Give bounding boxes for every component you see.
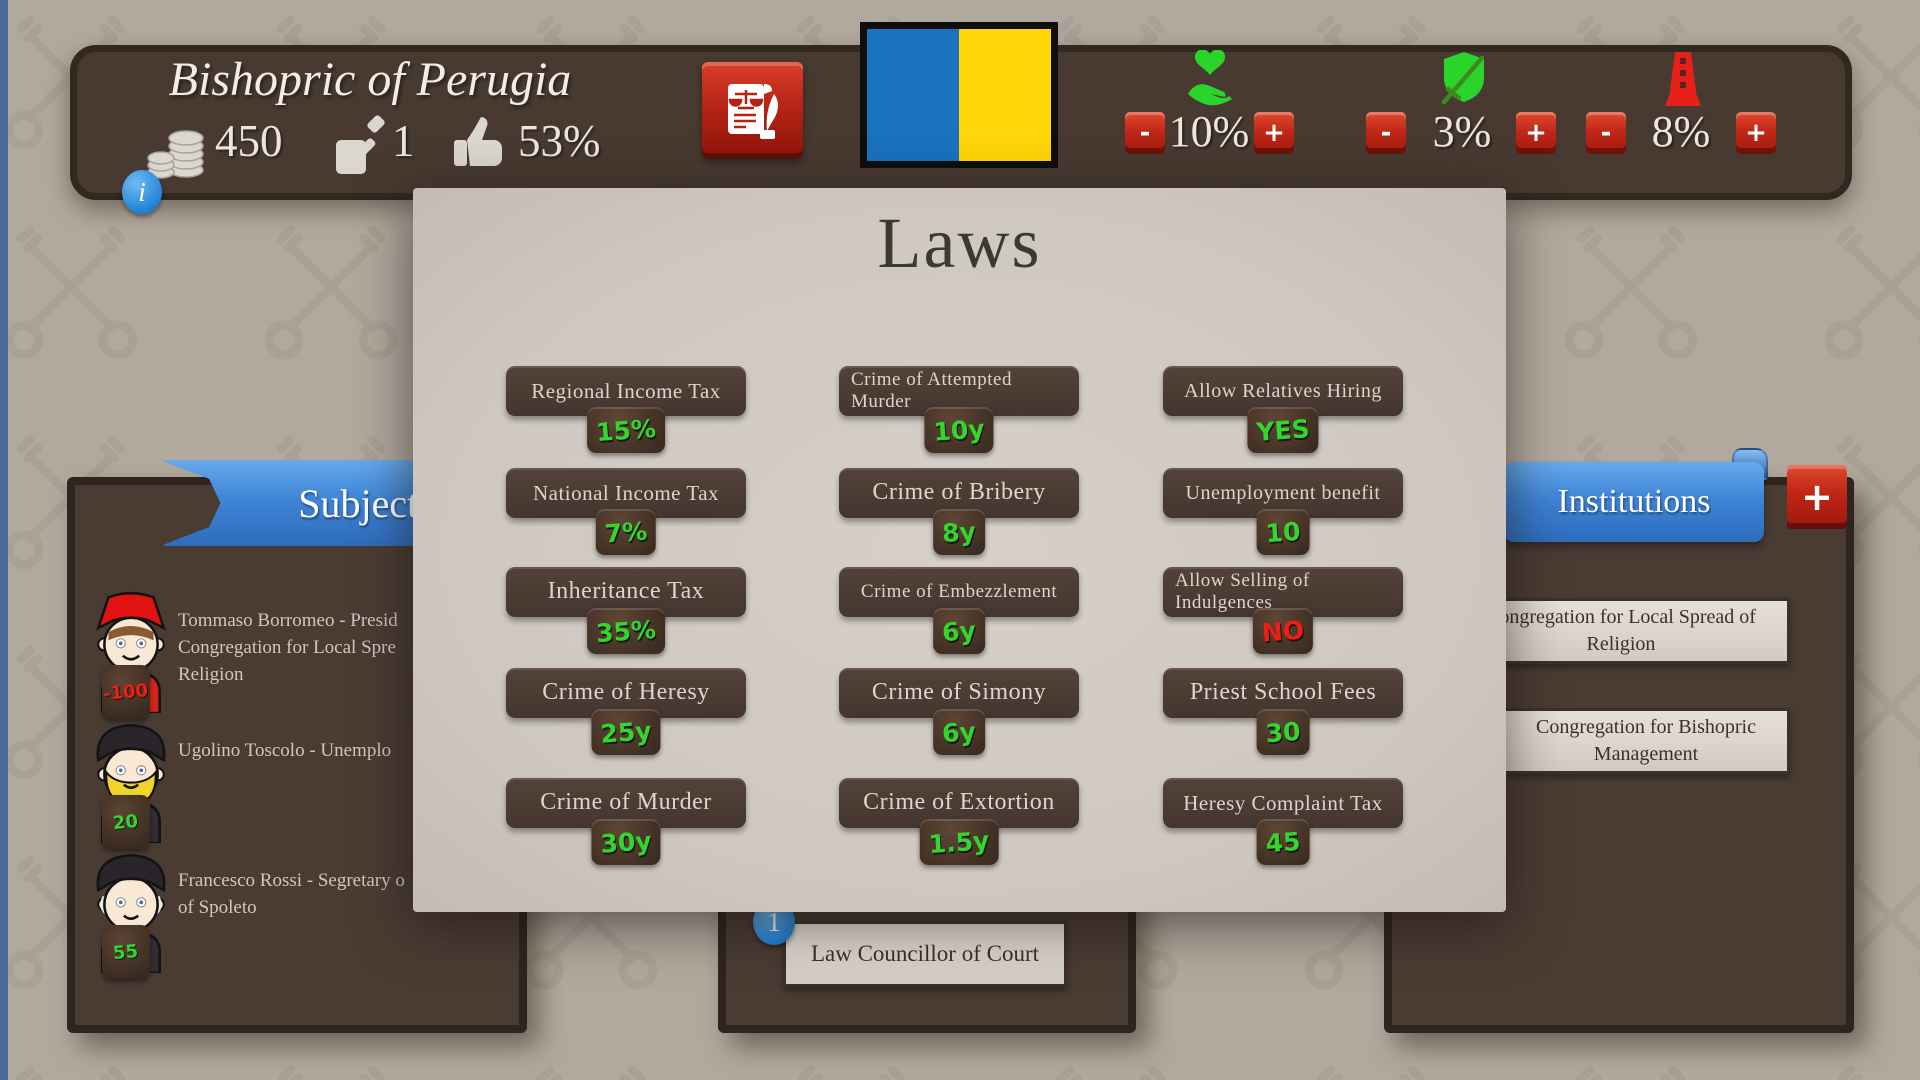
law-heresy-complaint-tax[interactable]: Heresy Complaint Tax [1163,778,1403,828]
institution-congregation-bishopric-management[interactable]: Congregation for Bishopric Management [1502,708,1790,774]
opinion-badge: 55 [102,925,150,979]
institution-congregation-local-spread[interactable]: Congregation for Local Spread of Religio… [1452,598,1790,664]
approval-percent: 53% [518,116,601,166]
stat2-increase-button[interactable]: + [1516,112,1556,154]
law-crime-of-bribery[interactable]: Crime of Bribery [839,468,1079,518]
add-institution-button[interactable]: + [1787,465,1847,529]
law-value-badge: 8y [933,509,985,555]
heart-hand-icon [1188,50,1232,106]
signatures-count: 1 [392,116,415,166]
stat1-value: 10% [1168,107,1250,156]
subject-row-tommaso[interactable]: -100 Tommaso Borromeo - Presid Congregat… [90,585,520,719]
law-councillor-button[interactable]: Law Councillor of Court [783,921,1067,987]
institutions-banner: Institutions [1504,462,1764,542]
subject-description: Tommaso Borromeo - Presid Congregation f… [178,610,398,685]
opinion-badge: -100 [102,665,150,719]
scales-scroll-icon [727,84,778,139]
law-value-badge: 35% [587,608,665,654]
law-value-badge: 15% [587,407,665,453]
gold-amount: 450 [215,116,283,166]
law-value-badge: NO [1252,608,1314,654]
law-value-badge: 25y [591,709,661,755]
thumbs-up-icon [454,117,502,166]
shield-sword-icon [1441,52,1485,105]
court-count-badge[interactable]: 1 [753,899,795,945]
law-value-badge: YES [1247,407,1319,453]
subjects-title: Subjects [298,480,434,526]
law-value-badge: 30y [591,819,661,865]
law-allow-selling-of-indulgences[interactable]: Allow Selling of Indulgences [1163,567,1403,617]
institutions-title: Institutions [1557,483,1711,520]
laws-modal: Laws Regional Income Tax 15% National In… [413,188,1506,912]
subject-description: Francesco Rossi - Segretary o of Spoleto [178,870,405,918]
law-value-badge: 7% [595,509,657,555]
law-value-badge: 1.5y [919,819,999,865]
realm-flag[interactable] [860,22,1058,168]
tower-icon [1665,52,1701,106]
law-value-badge: 30 [1256,709,1310,755]
stat2-decrease-button[interactable]: - [1366,112,1406,154]
stat1-decrease-button[interactable]: - [1125,112,1165,154]
stat3-decrease-button[interactable]: - [1586,112,1626,154]
stat3-increase-button[interactable]: + [1736,112,1776,154]
stat1-increase-button[interactable]: + [1254,112,1294,154]
law-value-badge: 10y [924,407,994,453]
screen-edge-strip [0,0,8,1080]
law-value-badge: 6y [933,608,985,654]
subject-row-ugolino[interactable]: 20 Ugolino Toscolo - Unemplo [90,715,520,849]
stat2-value: 3% [1432,107,1492,156]
law-value-badge: 6y [933,709,985,755]
law-value-badge: 45 [1256,819,1310,865]
info-icon[interactable]: i [122,170,162,214]
law-allow-relatives-hiring[interactable]: Allow Relatives Hiring [1163,366,1403,416]
stat3-value: 8% [1651,107,1711,156]
subject-description: Ugolino Toscolo - Unemplo [178,740,392,761]
law-value-badge: 10 [1256,509,1310,555]
realm-title: Bishopric of Perugia [168,53,572,106]
coins-icon [147,130,204,179]
sign-document-icon [336,115,385,174]
opinion-badge: 20 [102,795,150,849]
subject-row-francesco[interactable]: 55 Francesco Rossi - Segretary o of Spol… [90,845,520,979]
laws-modal-title: Laws [877,203,1042,283]
laws-book-button[interactable] [702,62,803,158]
